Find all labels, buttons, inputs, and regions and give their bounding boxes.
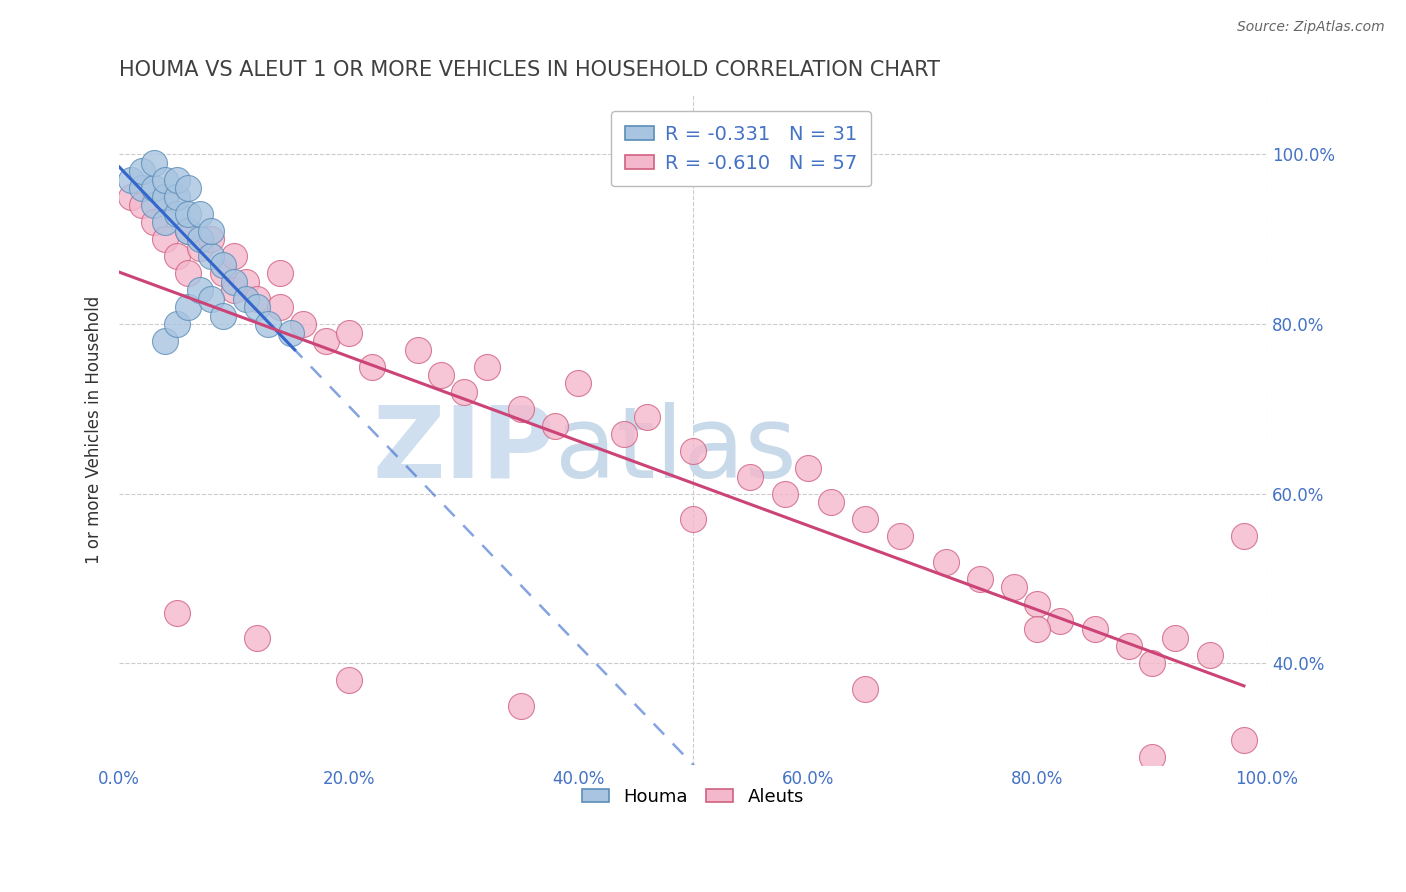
Point [142, 198, 165, 212]
Point [120, 173, 142, 187]
Point [269, 266, 291, 280]
Point [1118, 640, 1140, 654]
Point [1026, 623, 1049, 637]
Y-axis label: 1 or more Vehicles in Household: 1 or more Vehicles in Household [86, 296, 103, 565]
Point [280, 326, 302, 340]
Point [360, 359, 382, 374]
Text: ZIP: ZIP [373, 401, 555, 499]
Point [1140, 657, 1163, 671]
Point [177, 300, 200, 314]
Point [246, 300, 269, 314]
Text: atlas: atlas [555, 401, 797, 499]
Point [544, 418, 567, 433]
Point [1140, 749, 1163, 764]
Point [820, 495, 842, 509]
Point [211, 258, 233, 272]
Point [166, 173, 188, 187]
Point [291, 317, 314, 331]
Point [153, 215, 176, 229]
Point [166, 317, 188, 331]
Point [222, 249, 245, 263]
Point [740, 470, 762, 484]
Point [246, 292, 269, 306]
Point [1233, 732, 1256, 747]
Point [773, 487, 796, 501]
Point [853, 512, 876, 526]
Legend: Houma, Aleuts: Houma, Aleuts [575, 780, 811, 814]
Point [337, 326, 360, 340]
Point [211, 309, 233, 323]
Point [166, 190, 188, 204]
Point [1084, 623, 1107, 637]
Point [1026, 597, 1049, 611]
Point [1233, 529, 1256, 543]
Point [153, 173, 176, 187]
Point [120, 190, 142, 204]
Point [177, 266, 200, 280]
Point [246, 631, 269, 645]
Point [636, 410, 658, 425]
Point [153, 190, 176, 204]
Point [235, 292, 257, 306]
Point [153, 190, 176, 204]
Point [131, 181, 153, 195]
Point [177, 224, 200, 238]
Point [188, 283, 211, 297]
Point [188, 232, 211, 246]
Point [177, 224, 200, 238]
Point [166, 606, 188, 620]
Point [935, 555, 957, 569]
Point [131, 164, 153, 178]
Point [200, 292, 222, 306]
Point [222, 283, 245, 297]
Point [200, 249, 222, 263]
Point [131, 198, 153, 212]
Text: HOUMA VS ALEUT 1 OR MORE VEHICLES IN HOUSEHOLD CORRELATION CHART: HOUMA VS ALEUT 1 OR MORE VEHICLES IN HOU… [120, 60, 941, 79]
Point [222, 275, 245, 289]
Point [406, 343, 429, 357]
Point [969, 572, 991, 586]
Text: Source: ZipAtlas.com: Source: ZipAtlas.com [1237, 20, 1385, 34]
Point [475, 359, 498, 374]
Point [797, 461, 820, 475]
Point [453, 384, 475, 399]
Point [166, 207, 188, 221]
Point [1002, 580, 1025, 594]
Point [429, 368, 451, 382]
Point [269, 300, 291, 314]
Point [188, 207, 211, 221]
Point [682, 444, 704, 458]
Point [200, 232, 222, 246]
Point [337, 673, 360, 688]
Point [235, 275, 257, 289]
Point [1164, 631, 1187, 645]
Point [142, 215, 165, 229]
Point [510, 401, 533, 416]
Point [315, 334, 337, 348]
Point [682, 512, 704, 526]
Point [257, 317, 280, 331]
Point [188, 241, 211, 255]
Point [853, 681, 876, 696]
Point [177, 181, 200, 195]
Point [166, 249, 188, 263]
Point [142, 156, 165, 170]
Point [153, 232, 176, 246]
Point [1049, 614, 1071, 628]
Point [142, 181, 165, 195]
Point [200, 224, 222, 238]
Point [889, 529, 911, 543]
Point [510, 698, 533, 713]
Point [613, 427, 636, 442]
Point [211, 266, 233, 280]
Point [153, 334, 176, 348]
Point [1198, 648, 1220, 662]
Point [567, 376, 589, 391]
Point [177, 207, 200, 221]
